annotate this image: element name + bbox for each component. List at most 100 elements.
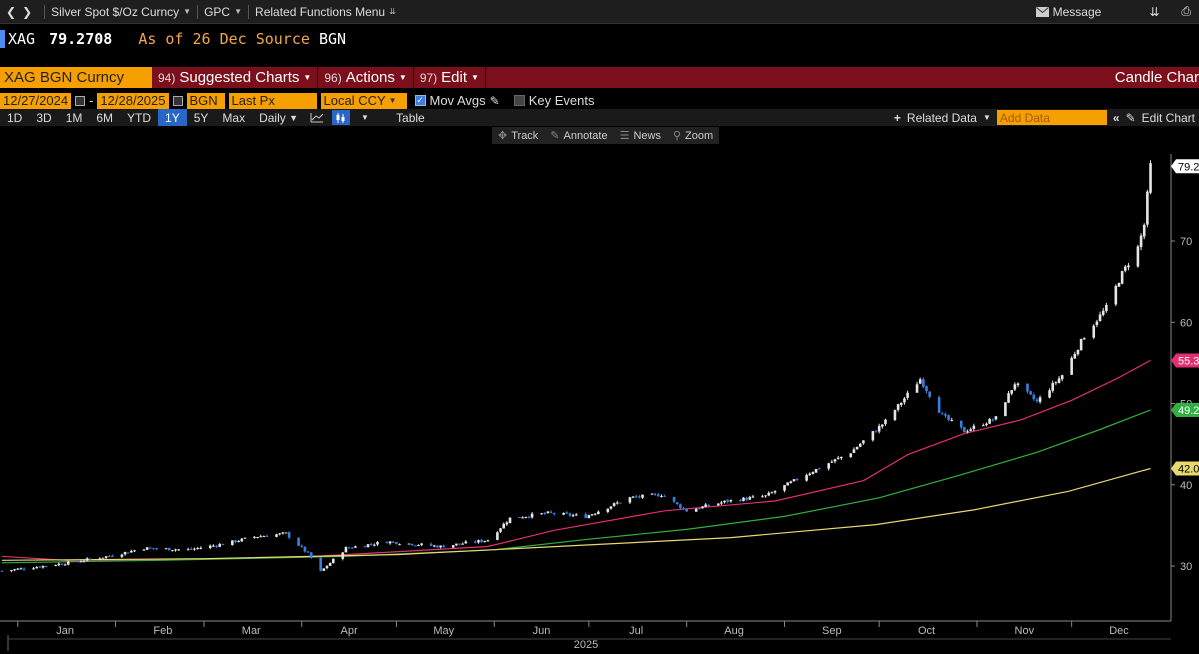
candle-body	[332, 558, 335, 564]
function-menu[interactable]: GPC ▼	[204, 0, 242, 23]
start-date-field[interactable]: 12/27/2024	[0, 92, 72, 109]
candle-body	[922, 379, 925, 387]
suggested-charts-menu[interactable]: 94) Suggested Charts ▼	[152, 67, 319, 88]
period-5y[interactable]: 5Y	[193, 110, 209, 125]
candle-body	[761, 496, 764, 498]
calendar-icon[interactable]	[75, 95, 86, 106]
candle-body	[319, 557, 322, 571]
candle-body	[432, 545, 436, 547]
candle-body	[347, 547, 351, 549]
candle-body	[792, 479, 796, 482]
candle-body	[54, 565, 57, 567]
candle-body	[540, 513, 543, 515]
table-button[interactable]: Table	[396, 110, 425, 125]
price-field-value: Last Px	[231, 93, 275, 108]
candle-body	[297, 537, 300, 546]
candle-body	[388, 541, 392, 544]
candle-body	[407, 543, 411, 545]
related-data-button[interactable]: Related Data	[906, 110, 977, 125]
currency-select[interactable]: Local CCY ▼	[320, 92, 407, 109]
candle-body	[660, 495, 663, 497]
candle-body	[849, 453, 853, 458]
news-tool[interactable]: ☰ News	[614, 129, 667, 143]
period-1d[interactable]: 1D	[7, 110, 23, 125]
candle-body	[89, 558, 92, 560]
x-tick-label: Mar	[242, 625, 261, 637]
menu-label: Actions	[345, 69, 395, 86]
magnifier-icon: ⚲	[672, 130, 682, 142]
ticker-input[interactable]: XAG BGN Curncy	[0, 67, 152, 88]
candle-body	[1076, 349, 1080, 355]
mov-avgs-checkbox[interactable]: ✓	[414, 95, 426, 106]
candle-body	[208, 545, 212, 548]
candle-body	[98, 558, 102, 560]
x-tick-label: May	[433, 625, 454, 637]
candle-body	[395, 542, 398, 545]
candle-body	[164, 548, 168, 550]
collapse-icon[interactable]: «	[1112, 110, 1120, 125]
moving-average-yellow-line	[1, 467, 1151, 561]
candle-body	[944, 414, 947, 416]
track-tool[interactable]: ✥ Track	[492, 129, 544, 143]
candle-body	[805, 475, 808, 481]
candle-body	[773, 491, 777, 493]
add-data-field[interactable]: Add Data	[996, 110, 1107, 125]
end-date-field[interactable]: 12/28/2025	[97, 92, 169, 109]
print-icon[interactable]: ⎙	[1181, 4, 1191, 18]
candle-body	[385, 542, 389, 544]
currency-value: Local CCY	[323, 93, 386, 108]
candle-body	[571, 515, 575, 517]
candle-body	[1095, 321, 1099, 325]
related-functions-menu[interactable]: Related Functions Menu ⇊	[255, 0, 396, 23]
chevron-down-icon: ▼	[183, 7, 192, 16]
double-chevron-down-icon[interactable]: ⇊	[1149, 4, 1160, 19]
actions-menu[interactable]: 96) Actions ▼	[318, 67, 414, 88]
candle-chart-icon[interactable]	[332, 110, 351, 125]
chevron-down-icon[interactable]: ▼	[361, 113, 369, 122]
candle-body	[1054, 382, 1058, 384]
menu-number: 96)	[324, 70, 342, 85]
period-1y[interactable]: 1Y	[158, 109, 187, 126]
period-6m[interactable]: 6M	[96, 110, 114, 125]
candle-body	[915, 384, 919, 393]
edit-menu[interactable]: 97) Edit ▼	[414, 67, 486, 88]
frequency-select[interactable]: Daily ▼	[252, 109, 305, 126]
candle-body	[171, 550, 174, 552]
security-name: Silver Spot $/Oz Curncy	[51, 4, 180, 19]
period-ytd[interactable]: YTD	[127, 110, 152, 125]
zoom-tool[interactable]: ⚲ Zoom	[667, 129, 719, 143]
candle-body	[496, 532, 499, 540]
period-1m[interactable]: 1M	[65, 110, 83, 125]
candle-body	[959, 420, 963, 428]
candle-body	[505, 522, 509, 525]
pricing-source-field[interactable]: BGN	[186, 92, 225, 109]
forward-arrow-icon[interactable]: ❯	[22, 4, 33, 19]
candle-body	[720, 502, 723, 504]
message-button[interactable]: Message	[1035, 0, 1101, 23]
candle-body	[0, 570, 4, 572]
price-chart[interactable]: 3040506070JanFebMarAprMayJunJulAugSepOct…	[0, 144, 1199, 654]
back-arrow-icon[interactable]: ❮	[6, 4, 17, 19]
candle-body	[243, 537, 247, 539]
candle-body	[641, 494, 644, 498]
period-3d[interactable]: 3D	[36, 110, 52, 125]
period-max[interactable]: Max	[222, 110, 246, 125]
candle-body	[186, 549, 190, 551]
menu-number: 97)	[419, 70, 438, 85]
pencil-icon[interactable]: ✎	[489, 93, 500, 108]
edit-chart-button[interactable]: Edit Chart	[1141, 110, 1195, 125]
calendar-icon[interactable]	[172, 95, 183, 106]
line-chart-icon[interactable]	[308, 110, 326, 125]
candle-body	[429, 543, 433, 546]
x-tick-label: Oct	[918, 625, 935, 637]
annotate-tool[interactable]: ✎ Annotate	[544, 129, 613, 143]
candle-body	[748, 497, 752, 500]
key-events-checkbox[interactable]	[513, 95, 525, 106]
candle-body	[309, 552, 313, 559]
candle-body	[57, 563, 61, 566]
price-field-select[interactable]: Last Px	[228, 92, 317, 109]
candle-body	[764, 495, 767, 497]
security-menu[interactable]: Silver Spot $/Oz Curncy ▼	[51, 0, 191, 23]
candle-body	[937, 397, 941, 413]
candle-body	[262, 536, 266, 538]
